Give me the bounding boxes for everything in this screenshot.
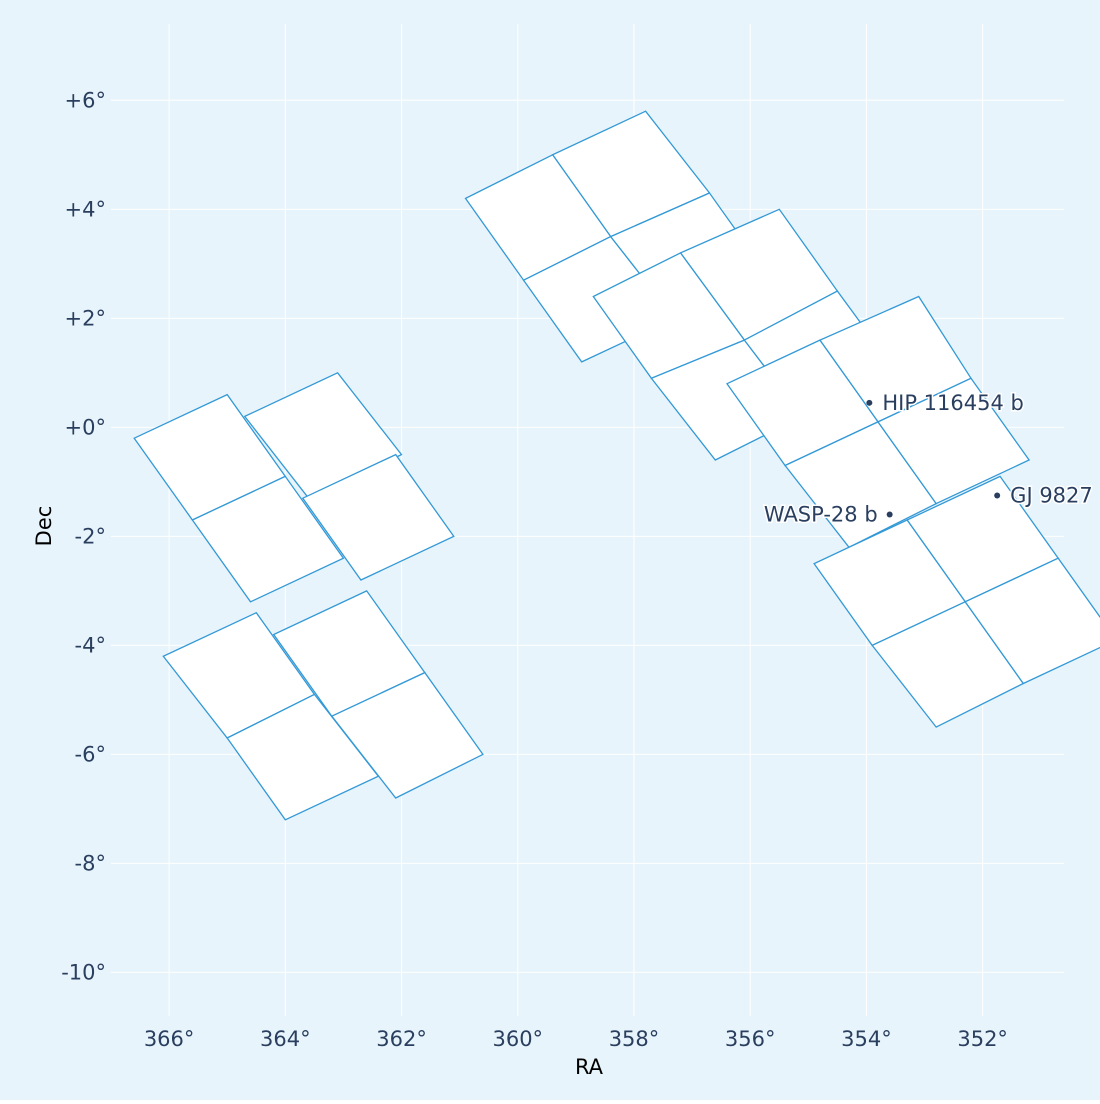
x-tick-label: 358° (609, 1027, 660, 1051)
x-tick-label: 356° (725, 1027, 776, 1051)
x-tick-label: 362° (376, 1027, 427, 1051)
x-tick-label: 364° (260, 1027, 311, 1051)
x-axis-ticks: 366° 364° 362° 360° 358° 356° 354° 352° (144, 1027, 1008, 1051)
ccd-footprints (133, 110, 1100, 821)
x-tick-label: 352° (957, 1027, 1008, 1051)
y-tick-label: -10° (61, 960, 106, 984)
y-tick-label: +6° (65, 88, 106, 112)
target-point (886, 511, 893, 518)
x-axis-label: RA (575, 1055, 604, 1079)
x-tick-label: 354° (841, 1027, 892, 1051)
y-axis-label: Dec (32, 506, 56, 547)
x-tick-label: 360° (492, 1027, 543, 1051)
y-axis-ticks: +6° +4° +2° +0° -2° -4° -6° -8° -10° (61, 88, 106, 984)
target-point (994, 492, 1001, 499)
y-tick-label: +2° (65, 306, 106, 330)
x-tick-label: 366° (144, 1027, 195, 1051)
y-tick-label: -6° (75, 742, 106, 766)
y-tick-label: +4° (65, 197, 106, 221)
y-tick-label: -2° (75, 524, 106, 548)
target-point (866, 399, 873, 406)
ccd-tile (877, 377, 1031, 505)
ccd-tile (301, 453, 455, 581)
target-markers: HIP 116454 b GJ 9827 WASP-28 b (762, 389, 1094, 528)
y-tick-label: -4° (75, 633, 106, 657)
y-tick-label: +0° (65, 415, 106, 439)
target-label: HIP 116454 b (882, 391, 1024, 415)
ccd-tile (191, 475, 345, 603)
ccd-tile (964, 557, 1100, 685)
target-label: WASP-28 b (764, 503, 878, 527)
y-tick-label: -8° (75, 851, 106, 875)
ccd-tile (330, 671, 484, 799)
target-label: GJ 9827 (1010, 483, 1093, 507)
